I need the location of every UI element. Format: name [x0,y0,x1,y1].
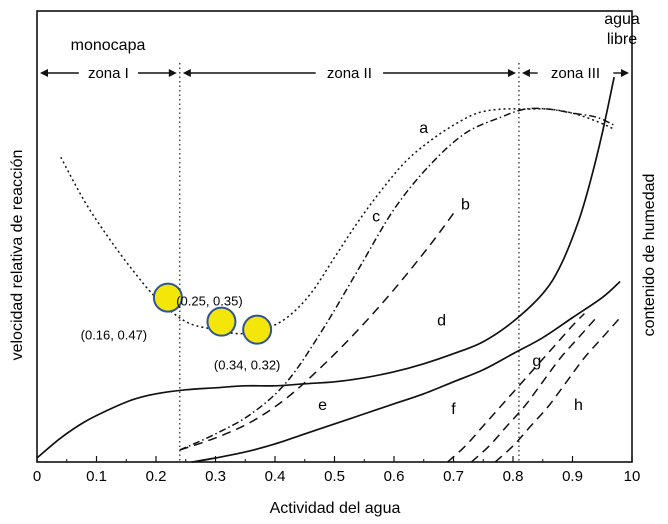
zone-label: zona III [551,65,600,82]
monocapa-label: monocapa [71,37,146,54]
axes: Actividad del agua velocidad relativa de… [9,150,658,517]
x-tick-label: 0.3 [205,468,226,485]
x-tick-label: 0.2 [146,468,167,485]
highlight-point-marker [152,282,183,313]
highlight-point-marker [242,314,273,345]
series-a-line [60,108,615,335]
x-tick-label: 0.9 [562,468,583,485]
zone-arrowhead-right [507,69,516,77]
series-e-line [191,280,621,463]
series-labels: a b c d e f g h [318,120,583,418]
series-b-line [179,212,455,451]
highlight-point-label: (0.16, 0.47) [81,328,148,343]
x-tick-label: 0.6 [384,468,405,485]
x-axis-title: Actividad del agua [270,500,401,517]
x-tick-label: 0.8 [503,468,524,485]
series-c-label: c [372,208,380,225]
series-d-line [36,76,615,459]
zone-label: zona I [88,65,129,82]
series-g-line [470,317,597,463]
series-c-line [179,107,615,451]
zone-arrows: zona I zona II zona III [40,63,629,462]
highlight-point-label: (0.25, 0.35) [176,294,243,309]
series-g-label: g [532,353,541,370]
series-d-label: d [437,313,446,330]
series-h-label: h [574,397,583,414]
highlight-point-marker [206,306,237,337]
x-tick-label: 10 [624,468,641,485]
x-tick-label: 0.7 [443,468,464,485]
x-tick-label: 0 [33,468,41,485]
series-group [36,76,621,463]
y-axis-title-left: velocidad relativa de reacción [9,150,26,361]
series-a-label: a [419,120,428,137]
zone-label: zona II [327,65,372,82]
series-f-label: f [451,401,456,418]
x-tick-label: 0.4 [265,468,286,485]
series-e-label: e [318,397,327,414]
zone-arrowhead-right [621,69,629,77]
highlight-points: (0.16, 0.47) (0.25, 0.35) (0.34, 0.32) [81,282,281,373]
x-tick-label: 0.5 [324,468,345,485]
zone-arrowhead-left [40,69,48,77]
zone-arrowhead-left [182,69,191,77]
zone-arrowhead-right [168,69,177,77]
series-f-line [447,313,585,463]
agua-libre-label-line2: libre [607,31,637,48]
x-tick-label: 0.1 [86,468,107,485]
highlight-point-label: (0.34, 0.32) [214,358,281,373]
chart-header: monocapa agua libre [71,11,640,54]
y-axis-title-right: contenido de humedad [641,174,658,337]
series-b-label: b [461,196,470,213]
zone-arrowhead-left [521,69,530,77]
series-h-line [494,317,621,463]
agua-libre-label-line1: agua [604,11,640,28]
